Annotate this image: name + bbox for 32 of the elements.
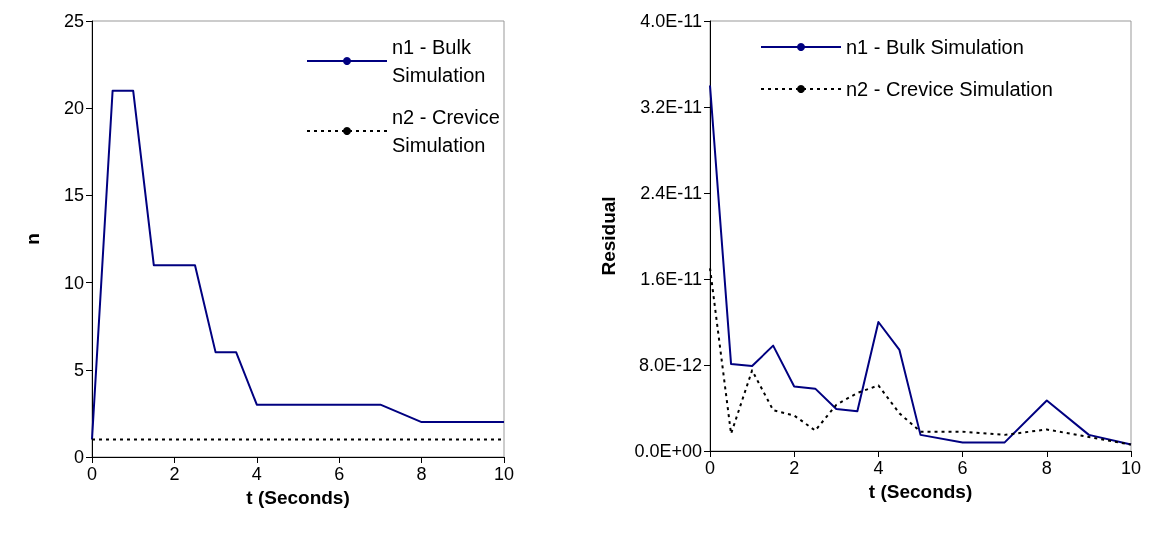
y-tick-label: 4.0E-11	[640, 11, 702, 31]
y-tick-label: 8.0E-12	[638, 355, 702, 375]
x-axis-title: t (Seconds)	[868, 480, 973, 502]
legend-label: n2 - Crevice Simulation	[846, 78, 1053, 100]
y-tick-label: 5	[73, 359, 84, 380]
y-tick-label: 0.0E+00	[634, 441, 702, 461]
x-tick-label: 2	[789, 458, 800, 478]
legend-label: n1 - Bulk Simulation	[846, 36, 1024, 58]
y-tick-label: 1.6E-11	[640, 269, 702, 289]
x-tick-label: 4	[873, 458, 884, 478]
y-axis-title: Residual	[598, 196, 619, 276]
x-tick-label: 0	[704, 458, 716, 478]
y-axis-title: n	[22, 233, 43, 245]
x-tick-label: 6	[334, 464, 345, 484]
line-series	[91, 89, 505, 441]
y-tick-label: 20	[63, 98, 84, 119]
y-tick-label: 10	[63, 272, 84, 293]
x-tick-label: 6	[957, 458, 968, 478]
legend-label: n1 - Bulk Simulation	[392, 36, 486, 86]
x-tick-label: 2	[169, 464, 180, 484]
x-tick-label: 10	[1120, 458, 1142, 478]
x-axis-title: t (Seconds)	[246, 486, 350, 508]
x-tick-label: 8	[416, 464, 427, 484]
x-tick-label: 0	[86, 464, 98, 484]
legend-label: n2 - Crevice Simulation	[392, 106, 506, 156]
y-tick-label: 15	[63, 185, 84, 206]
y-tick-label: 3.2E-11	[640, 97, 702, 117]
y-tick-label: 25	[63, 11, 84, 31]
x-tick-label: 8	[1041, 458, 1052, 478]
y-tick-label: 2.4E-11	[640, 183, 702, 203]
x-tick-label: 4	[251, 464, 262, 484]
x-tick-label: 10	[493, 464, 515, 484]
